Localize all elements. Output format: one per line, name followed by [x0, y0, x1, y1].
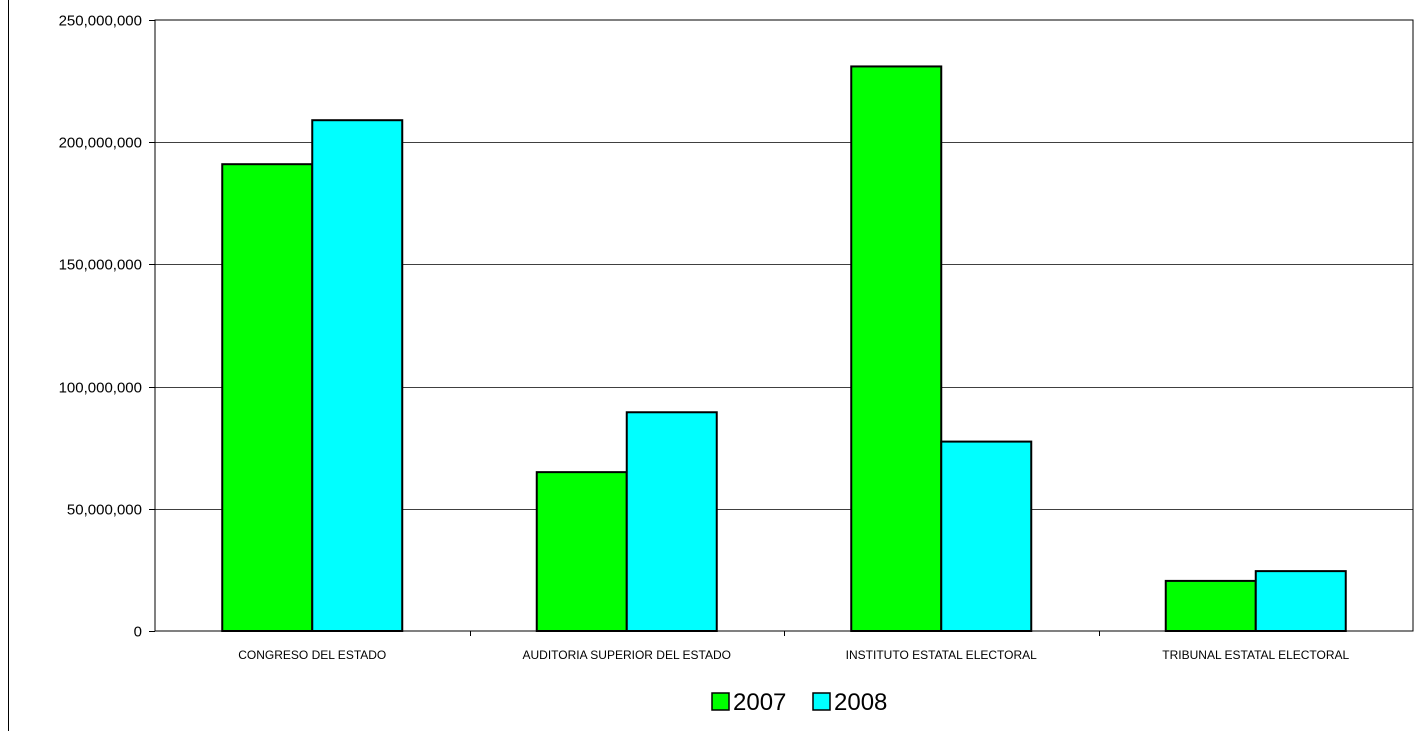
x-tick-label: TRIBUNAL ESTATAL ELECTORAL — [1162, 648, 1349, 662]
bar-2007-1 — [221, 163, 314, 632]
axes — [8, 0, 1414, 731]
legend: 2007 2008 — [711, 689, 887, 716]
y-tick-label: 250,000,000 — [59, 13, 142, 30]
bar-2008-3 — [940, 440, 1033, 632]
bar-2008-4 — [1254, 570, 1347, 633]
y-tick-label: 200,000,000 — [59, 135, 142, 152]
x-tick-label: CONGRESO DEL ESTADO — [238, 648, 386, 662]
y-tick-label: 0 — [134, 624, 142, 641]
tick-labels: 0 50,000,000 100,000,000 150,000,000 200,000… — [59, 13, 1350, 663]
bar-2007-3 — [850, 65, 943, 633]
bars — [221, 65, 1347, 633]
x-tick-label: INSTITUTO ESTATAL ELECTORAL — [846, 648, 1037, 662]
bar-2007-4 — [1164, 579, 1257, 633]
legend-swatch-2007 — [711, 692, 730, 711]
legend-label-2008: 2008 — [834, 689, 887, 716]
legend-label-2007: 2007 — [733, 689, 786, 716]
x-tick-label: AUDITORIA SUPERIOR DEL ESTADO — [523, 648, 732, 662]
bar-2008-2 — [625, 411, 718, 632]
legend-swatch-2008 — [812, 692, 831, 711]
y-tick-label: 100,000,000 — [59, 380, 142, 397]
bar-2008-1 — [311, 119, 404, 632]
y-tick-label: 50,000,000 — [67, 502, 142, 519]
y-tick-label: 150,000,000 — [59, 257, 142, 274]
bar-2007-2 — [535, 471, 628, 633]
